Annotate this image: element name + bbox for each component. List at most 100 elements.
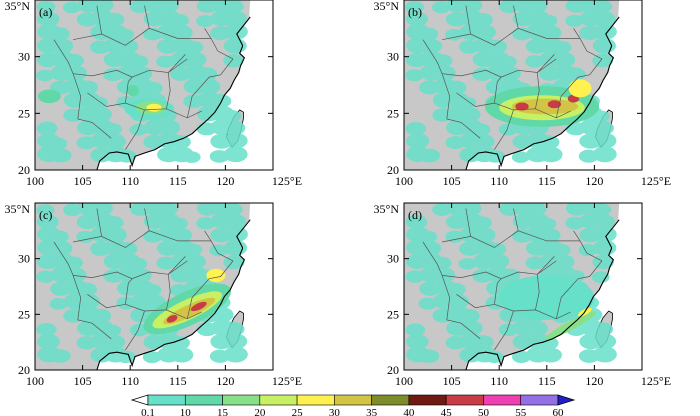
rain-patch — [538, 217, 557, 230]
rain-patch — [36, 11, 60, 27]
colorbar-label: 50 — [478, 407, 490, 416]
colorbar-segment — [147, 394, 186, 406]
rain-patch — [592, 53, 614, 68]
lon-tick-label: 105 — [443, 174, 461, 188]
rain-patch — [592, 322, 614, 337]
lat-tick-label: 20 — [387, 363, 399, 377]
colorbar-label: 55 — [515, 407, 527, 416]
rain-patch — [552, 254, 575, 270]
panel-label: (d) — [408, 208, 422, 222]
lat-tick-label: 30 — [18, 252, 30, 266]
province-border — [166, 256, 186, 310]
rain-patch — [116, 28, 135, 41]
map-frame — [34, 0, 274, 171]
province-border — [204, 230, 234, 262]
rain-patch — [511, 350, 531, 364]
axis-ticks — [34, 0, 274, 171]
rain-cell — [166, 314, 178, 323]
rain-patch — [36, 69, 54, 82]
lon-tick-label: 105 — [74, 174, 92, 188]
province-border — [125, 109, 145, 150]
province-border — [204, 28, 234, 60]
rain-patch — [103, 334, 126, 350]
rain-patch — [169, 217, 188, 230]
rain-patch — [182, 243, 203, 257]
panel-label: (c) — [39, 208, 52, 222]
rain-patch — [36, 270, 56, 283]
rain-patch — [36, 323, 57, 337]
rain-patch — [472, 227, 496, 243]
rain-patch — [156, 203, 178, 216]
axis-ticks — [34, 202, 274, 371]
light-rain-field — [36, 0, 248, 163]
colorbar-segment — [483, 394, 522, 406]
rain-patch — [90, 107, 112, 122]
map-frame — [403, 202, 643, 371]
rain-patch — [418, 297, 438, 310]
rain-patch — [50, 38, 74, 54]
lat-top-label: 35°N — [374, 0, 400, 13]
rain-patch — [223, 322, 245, 337]
rain-patch — [50, 148, 72, 163]
province-border — [125, 278, 133, 305]
rain-patch — [129, 55, 149, 68]
province-border — [513, 208, 519, 231]
lon-tick-label: 105 — [74, 374, 92, 388]
rain-cell — [206, 268, 226, 283]
rain-patch — [592, 239, 617, 256]
colorbar-min-arrow — [130, 394, 149, 406]
rain-patch — [405, 214, 428, 230]
province-border — [125, 76, 133, 104]
lon-tick-label: 120 — [585, 374, 603, 388]
province-border — [422, 241, 451, 320]
province-border — [465, 5, 471, 35]
rain-cell — [515, 102, 529, 111]
province-border — [144, 5, 150, 29]
province-border — [535, 256, 555, 310]
map-panel: 100 105 110 115 120 125°E 20 25 30 35°N (c) — [5, 202, 303, 388]
rain-patch — [592, 146, 617, 163]
rain-patch — [458, 96, 477, 109]
lon-tick-label: 100 — [395, 174, 413, 188]
rain-patch — [592, 333, 617, 350]
rain-patch — [103, 12, 125, 27]
colorbar-label: 30 — [329, 407, 341, 416]
lat-tick-label: 20 — [18, 163, 30, 177]
rain-patch — [77, 293, 101, 310]
rain-cell — [37, 89, 61, 104]
rain-patch — [591, 271, 610, 284]
rain-patch — [63, 53, 84, 68]
rain-patch — [170, 135, 191, 149]
rain-patch — [472, 335, 494, 350]
rain-patch — [459, 0, 483, 13]
colorbar: 0.1 10 15 20 25 30 35 40 45 50 55 60 — [130, 394, 576, 416]
province-border — [494, 109, 514, 150]
rain-patch — [552, 52, 576, 68]
colorbar-segment — [520, 394, 559, 406]
colorbar-label: 0.1 — [141, 407, 155, 416]
coastline — [96, 16, 251, 170]
province-border — [53, 241, 82, 320]
rain-patch — [170, 25, 193, 40]
colorbar-label: 60 — [553, 407, 565, 416]
colorbar-segment — [408, 394, 447, 406]
rain-patch — [209, 244, 228, 257]
rain-patch — [432, 256, 452, 270]
rain-patch — [142, 351, 162, 364]
rain-patch — [169, 14, 189, 27]
lat-tick-label: 30 — [387, 50, 399, 64]
colorbar-label: 40 — [403, 407, 415, 416]
rain-patch — [49, 27, 70, 41]
rain-patch — [471, 123, 491, 136]
rain-patch — [418, 230, 438, 243]
lon-tick-label: 120 — [585, 174, 603, 188]
map-panel: 100 105 110 115 120 125°E 20 25 30 35°N (a) — [5, 0, 302, 188]
province-border — [96, 208, 102, 237]
province-border — [442, 27, 581, 46]
rain-cell — [547, 100, 562, 109]
coastline — [96, 219, 251, 370]
rain-patch — [592, 0, 613, 14]
rain-patch — [432, 54, 453, 68]
rain-patch — [36, 204, 55, 217]
